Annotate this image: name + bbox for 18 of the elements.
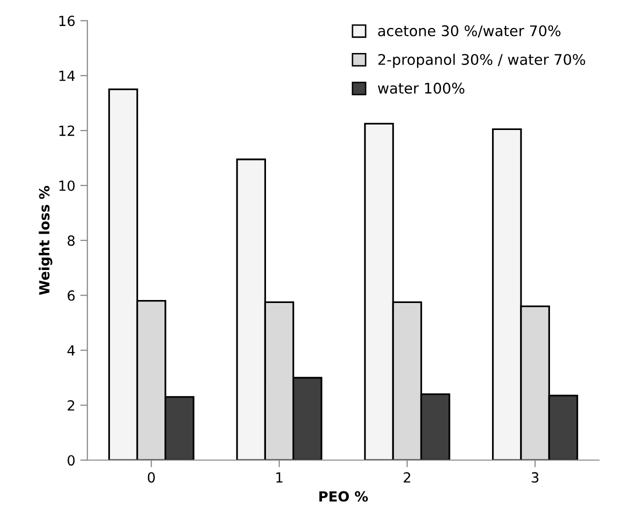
x-tick-label: 3 xyxy=(532,472,538,483)
legend-label: acetone 30 %/water 70% xyxy=(378,25,560,38)
x-axis-title: PEO % xyxy=(319,491,368,502)
legend-label: water 100% xyxy=(378,82,464,94)
y-tick-label: 12 xyxy=(59,126,74,136)
y-tick-label: 4 xyxy=(67,345,75,356)
y-tick-label: 8 xyxy=(68,235,75,246)
y-tick-label: 2 xyxy=(68,400,74,410)
y-tick-label: 10 xyxy=(59,180,75,191)
y-axis-title: Weight loss % xyxy=(38,186,52,295)
x-tick-label: 0 xyxy=(148,472,155,483)
y-tick-label: 16 xyxy=(59,16,75,26)
x-tick-label: 1 xyxy=(276,472,282,482)
y-tick-label: 0 xyxy=(68,455,75,466)
y-tick-label: 14 xyxy=(59,70,75,81)
x-tick-label: 2 xyxy=(404,472,410,482)
y-tick-label: 6 xyxy=(68,290,75,301)
legend-label: 2-propanol 30% / water 70% xyxy=(378,54,586,68)
